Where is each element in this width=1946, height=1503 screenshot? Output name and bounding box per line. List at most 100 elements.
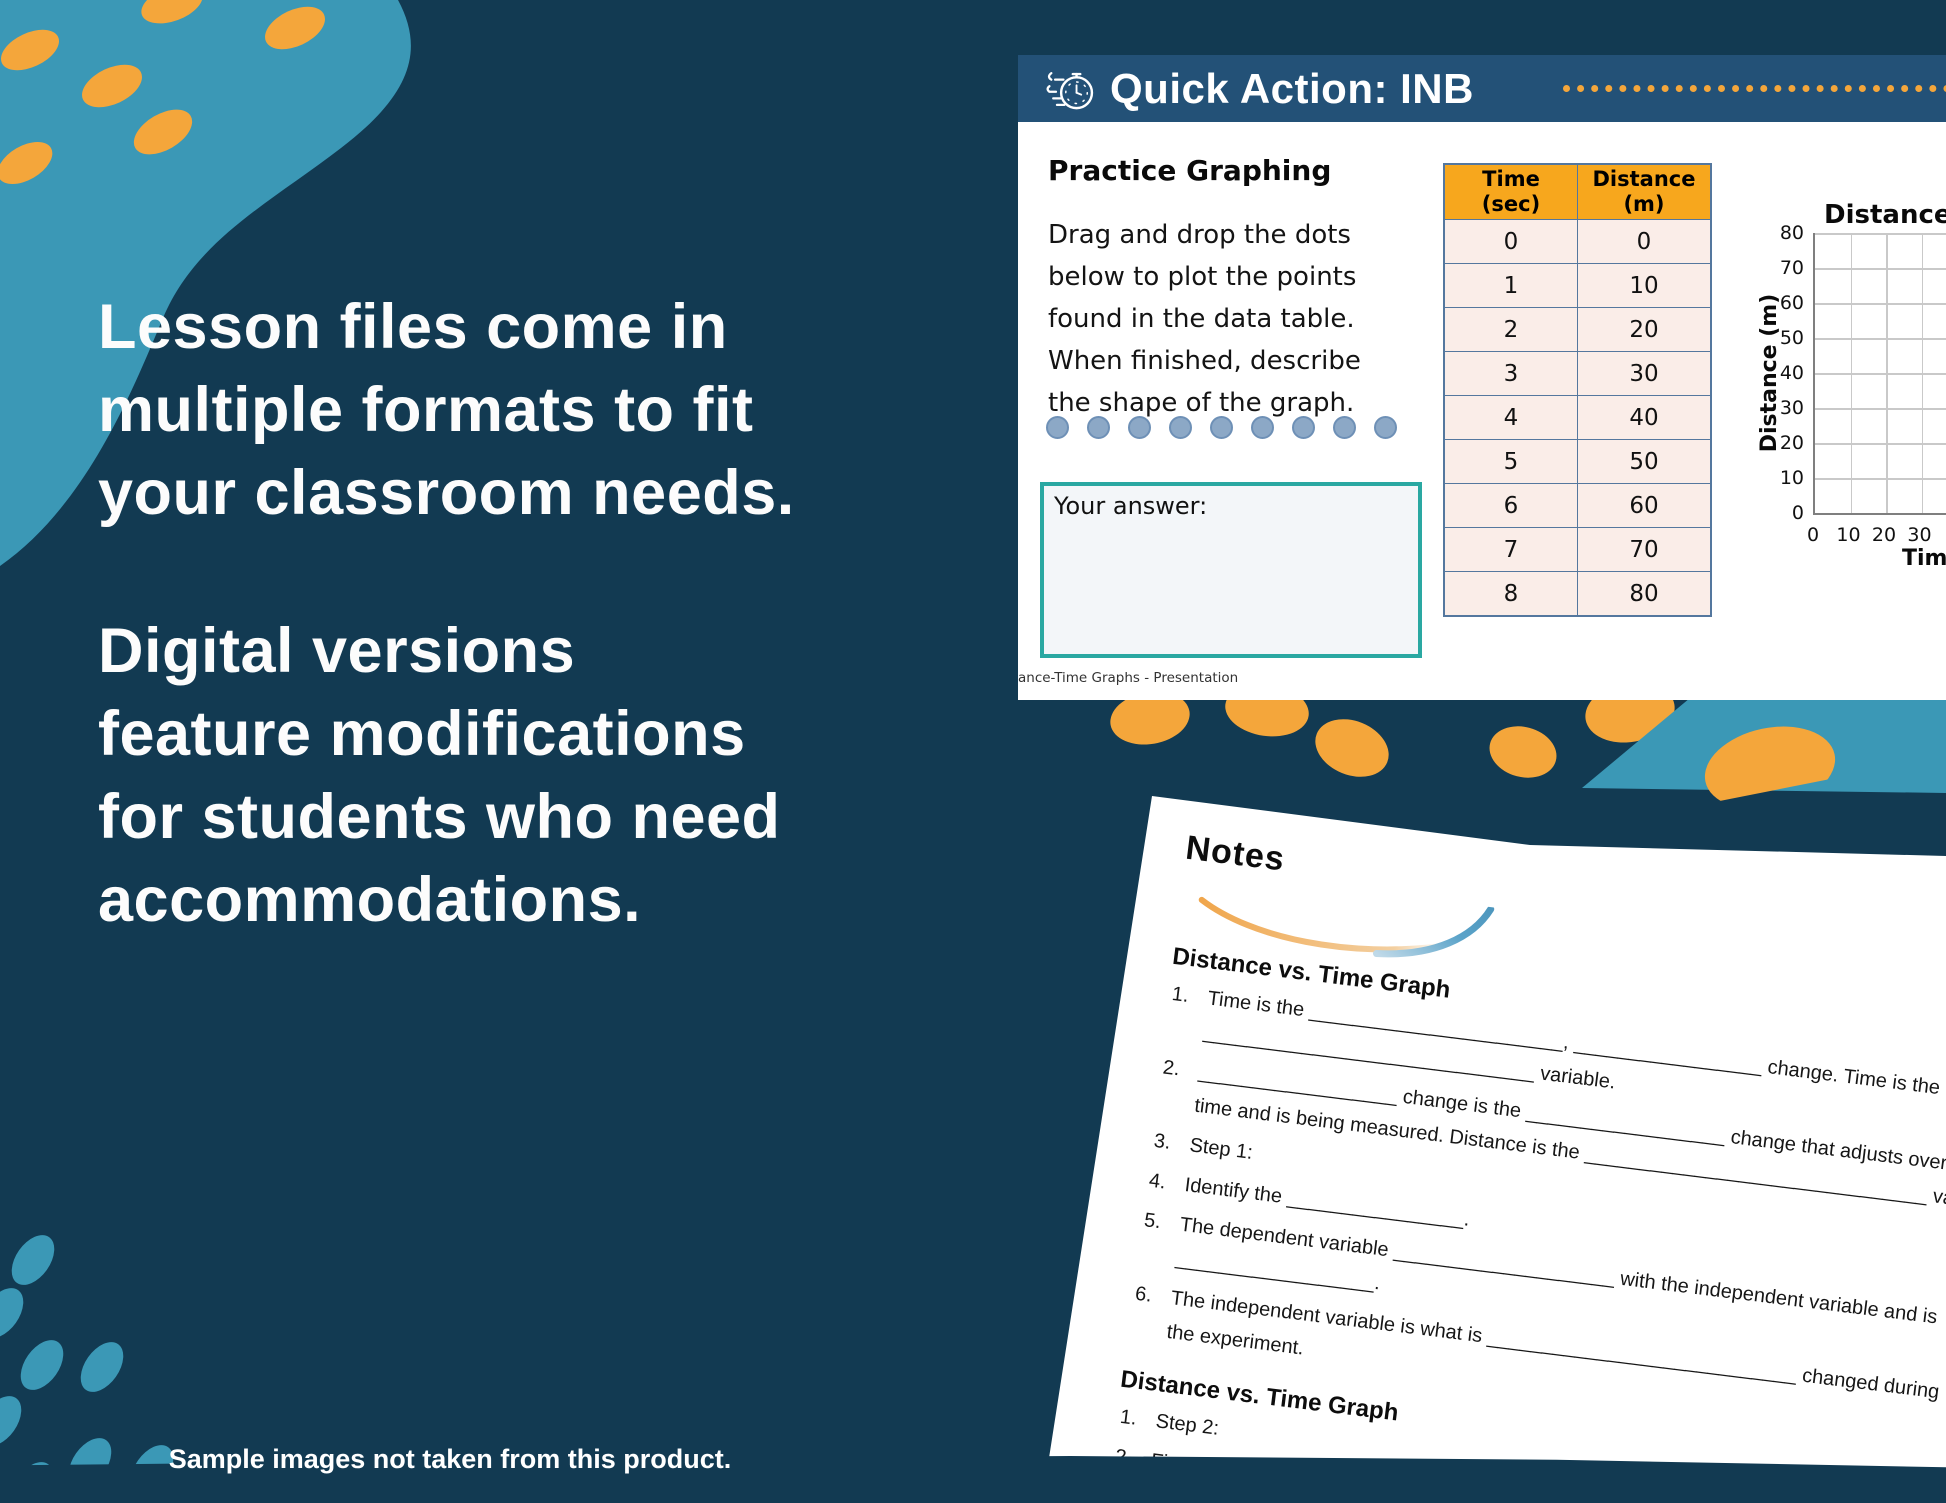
gridline-horizontal — [1815, 338, 1946, 340]
y-tick-label: 80 — [1779, 222, 1804, 244]
text-line: accommodations. — [98, 865, 642, 935]
y-tick-label: 30 — [1779, 397, 1804, 419]
drag-dot[interactable] — [1046, 416, 1069, 439]
gridline-vertical — [1921, 233, 1923, 513]
table-row: 5 50 — [1443, 439, 1712, 484]
drag-dot[interactable] — [1169, 416, 1192, 439]
y-tick-label: 0 — [1791, 502, 1804, 524]
header-line: Distance — [1592, 167, 1696, 191]
item-number: 5. — [1142, 1209, 1163, 1234]
item-number: 4. — [1147, 1169, 1168, 1194]
text-line: below to plot the points — [1048, 262, 1357, 292]
table-cell: 10 — [1577, 263, 1712, 308]
time-column-header: Time (sec) — [1443, 163, 1578, 220]
gridline-horizontal — [1815, 233, 1946, 235]
item-number: 2. — [1161, 1056, 1181, 1081]
instructions-text: Drag and drop the dots below to plot the … — [1048, 214, 1361, 424]
graph-x-axis-label: Time — [1902, 546, 1946, 571]
header-line: (m) — [1623, 192, 1665, 216]
gridline-horizontal — [1815, 303, 1946, 305]
drag-dot[interactable] — [1251, 416, 1274, 439]
slide-title: Quick Action: INB — [1110, 64, 1474, 112]
drag-dot[interactable] — [1292, 416, 1315, 439]
table-cell: 4 — [1443, 395, 1578, 440]
gridline-horizontal — [1815, 373, 1946, 375]
table-cell: 40 — [1577, 395, 1712, 440]
draggable-dots-row — [1046, 416, 1397, 439]
table-row: 4 40 — [1443, 395, 1712, 440]
y-tick-label: 10 — [1779, 467, 1804, 489]
slide-content-area: Practice Graphing Drag and drop the dots… — [1018, 122, 1946, 700]
stopwatch-icon — [1046, 71, 1094, 109]
text-line: for students who need — [98, 782, 781, 852]
distance-column-header: Distance (m) — [1577, 163, 1712, 220]
time-distance-table: Time (sec) Distance (m) 0 0 1 10 2 20 3 30 4 40 5 50 6 60… — [1443, 163, 1712, 617]
x-tick-label: 10 — [1836, 524, 1861, 546]
drag-dot[interactable] — [1128, 416, 1151, 439]
teal-blob-shape — [0, 0, 411, 566]
text-line: When finished, describe — [1048, 346, 1361, 376]
text-line: found in the data table. — [1048, 304, 1355, 334]
text-line: the shape of the graph. — [1048, 388, 1355, 418]
item-number: 3. — [1152, 1129, 1172, 1154]
graph-title: Distance — [1824, 200, 1946, 230]
answer-input-box[interactable]: Your answer: — [1040, 482, 1422, 658]
footer-disclaimer: Sample images not taken from this produc… — [168, 1444, 732, 1474]
table-cell: 80 — [1577, 571, 1712, 617]
table-cell: 70 — [1577, 527, 1712, 572]
x-tick-label: 30 — [1907, 524, 1932, 546]
notes-worksheet: Notes Distance vs. Time Graph 1. Time is … — [1042, 796, 1946, 1503]
table-row: 8 80 — [1443, 571, 1712, 617]
item-number: 6. — [1133, 1282, 1154, 1307]
gridline-vertical — [1850, 233, 1852, 513]
drag-dot[interactable] — [1210, 416, 1233, 439]
file-caption: ance-Time Graphs - Presentation — [1018, 670, 1239, 686]
table-cell: 3 — [1443, 351, 1578, 396]
swoosh-decoration — [1198, 896, 1495, 958]
item-number: 1. — [1118, 1405, 1139, 1430]
table-cell: 60 — [1577, 483, 1712, 528]
bottom-band-decoration — [0, 1456, 1946, 1503]
headline-block-2: Digital versions feature modifications for… — [98, 610, 781, 942]
drag-dot[interactable] — [1374, 416, 1397, 439]
y-tick-label: 50 — [1779, 327, 1804, 349]
middle-band-decoration — [1110, 690, 1946, 802]
x-tick-label: 20 — [1871, 524, 1897, 546]
header-line: Time — [1482, 167, 1540, 191]
text-line: Drag and drop the dots — [1048, 220, 1351, 250]
table-cell: 1 — [1443, 263, 1578, 308]
item-number: 1. — [1170, 982, 1190, 1007]
table-row: 7 70 — [1443, 527, 1712, 572]
answer-label: Your answer: — [1054, 492, 1208, 520]
gridline-vertical — [1886, 233, 1888, 513]
worksheet-content: Notes Distance vs. Time Graph 1. Time is … — [1069, 796, 1946, 1503]
text-line: feature modifications — [98, 699, 746, 769]
graph-plot-area — [1813, 233, 1946, 515]
text-line: your classroom needs. — [98, 458, 795, 528]
orange-ovals — [0, 0, 325, 185]
orange-blobs — [1110, 690, 1675, 778]
table-cell: 7 — [1443, 527, 1578, 572]
headline-block-1: Lesson files come in multiple formats to … — [98, 286, 795, 535]
slide-title-banner: Quick Action: INB — [1018, 55, 1946, 122]
table-cell: 2 — [1443, 307, 1578, 352]
text-line: multiple formats to fit — [98, 375, 754, 445]
dotted-line-decoration — [1563, 85, 1946, 92]
table-cell: 50 — [1577, 439, 1712, 484]
gridline-horizontal — [1815, 443, 1946, 445]
table-cell: 20 — [1577, 307, 1712, 352]
y-tick-label: 70 — [1779, 257, 1804, 279]
drag-dot[interactable] — [1333, 416, 1356, 439]
x-tick-label: 0 — [1806, 524, 1820, 546]
text-line: Digital versions — [98, 616, 576, 686]
table-cell: 0 — [1443, 219, 1578, 264]
table-cell: 8 — [1443, 571, 1578, 617]
table-row: 2 20 — [1443, 307, 1712, 352]
header-line: (sec) — [1481, 192, 1541, 216]
drag-dot[interactable] — [1087, 416, 1110, 439]
gridline-horizontal — [1815, 268, 1946, 270]
presentation-slide-screenshot: Quick Action: INB Practice Graphing Drag… — [1018, 55, 1946, 700]
table-cell: 30 — [1577, 351, 1712, 396]
